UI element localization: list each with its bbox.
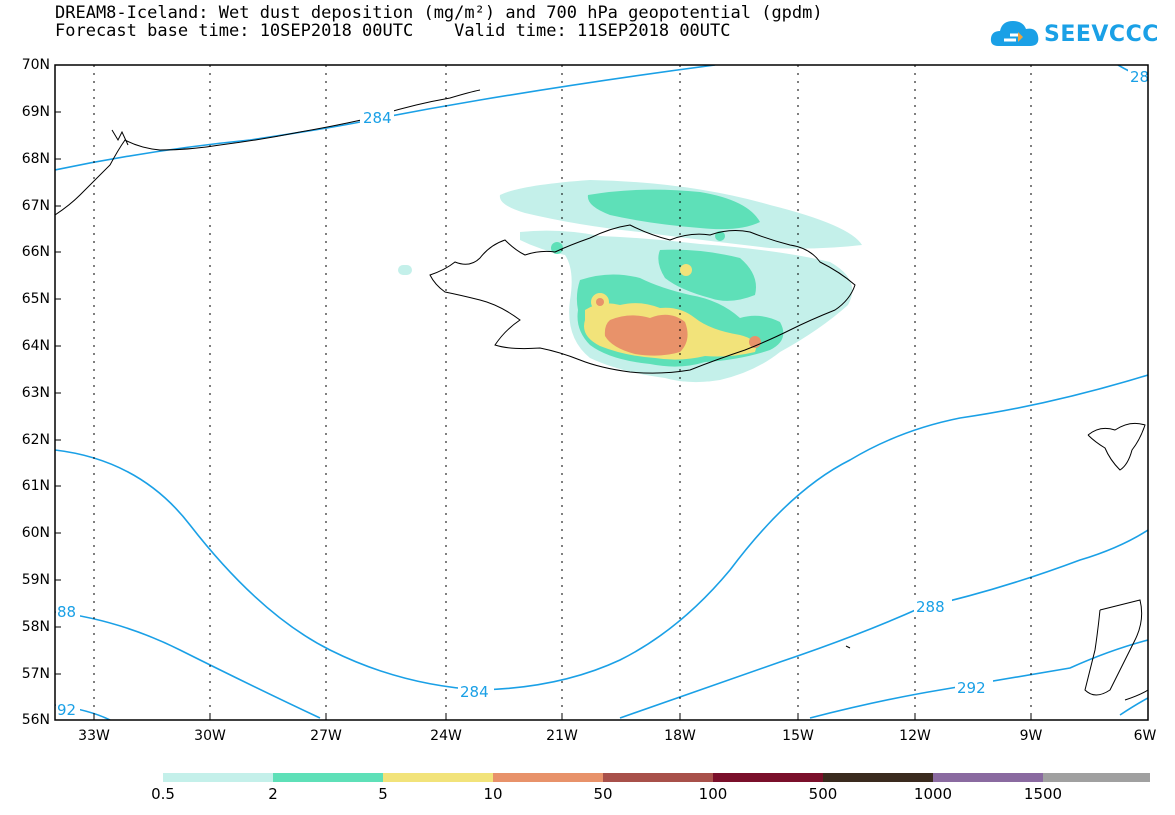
legend-swatch [933, 773, 1043, 782]
lat-label: 62N [21, 432, 50, 448]
lat-label: 61N [21, 478, 50, 494]
legend-label: 100 [698, 785, 728, 803]
lat-label: 69N [21, 104, 50, 120]
legend-label: 50 [593, 785, 613, 803]
tick-marks [55, 64, 1149, 721]
geopotential-contours [55, 65, 1148, 720]
coastlines [55, 89, 1148, 701]
lat-label: 66N [21, 244, 50, 260]
lon-label: 21W [546, 728, 578, 744]
lon-label: 33W [78, 728, 110, 744]
lat-label: 60N [21, 525, 50, 541]
legend-swatch [163, 773, 273, 782]
lon-label: 9W [1019, 728, 1043, 744]
legend-label: 5 [378, 785, 388, 803]
legend-swatch [493, 773, 603, 782]
contour-label: 88 [57, 603, 76, 621]
lat-label: 58N [21, 619, 50, 635]
contour-label: 28 [1130, 68, 1149, 86]
contour-label: 292 [957, 679, 986, 697]
legend-swatch [1043, 773, 1150, 782]
legend-label: 2 [268, 785, 278, 803]
lat-label: 59N [21, 572, 50, 588]
dust-deposition-field [398, 180, 862, 383]
legend-swatch [383, 773, 493, 782]
lat-label: 70N [21, 57, 50, 73]
map-title: DREAM8-Iceland: Wet dust deposition (mg/… [55, 3, 823, 23]
seevccc-logo: SEEVCCC [990, 16, 1158, 56]
contour-label: 284 [363, 109, 392, 127]
lat-label: 64N [21, 338, 50, 354]
lon-label: 30W [194, 728, 226, 744]
legend-label: 1500 [1023, 785, 1063, 803]
lon-label: 24W [430, 728, 462, 744]
contour-labels: 284 28 284 88 92 288 292 [56, 67, 1149, 719]
lat-label: 65N [21, 291, 50, 307]
lon-label: 15W [782, 728, 814, 744]
lat-label: 57N [21, 666, 50, 682]
lon-label: 18W [664, 728, 696, 744]
graticule [93, 65, 1032, 720]
lat-label: 68N [21, 151, 50, 167]
legend-label: 500 [808, 785, 838, 803]
legend-swatch [713, 773, 823, 782]
lon-label: 6W [1133, 728, 1157, 744]
lat-label: 56N [21, 712, 50, 728]
logo-text: SEEVCCC [1044, 22, 1159, 47]
map-frame [54, 64, 1149, 721]
legend-swatch [273, 773, 383, 782]
lon-label: 12W [899, 728, 931, 744]
legend-swatch [603, 773, 713, 782]
contour-label: 92 [57, 701, 76, 719]
legend-label: 1000 [913, 785, 953, 803]
cloud-icon [990, 21, 1039, 46]
legend-label: 0.5 [151, 785, 175, 803]
contour-label: 284 [460, 683, 489, 701]
lon-label: 27W [310, 728, 342, 744]
legend-label: 10 [483, 785, 503, 803]
lat-label: 63N [21, 385, 50, 401]
legend-swatch [823, 773, 933, 782]
lat-label: 67N [21, 198, 50, 214]
map-subtitle: Forecast base time: 10SEP2018 00UTC Vali… [55, 21, 731, 41]
contour-label: 288 [916, 598, 945, 616]
